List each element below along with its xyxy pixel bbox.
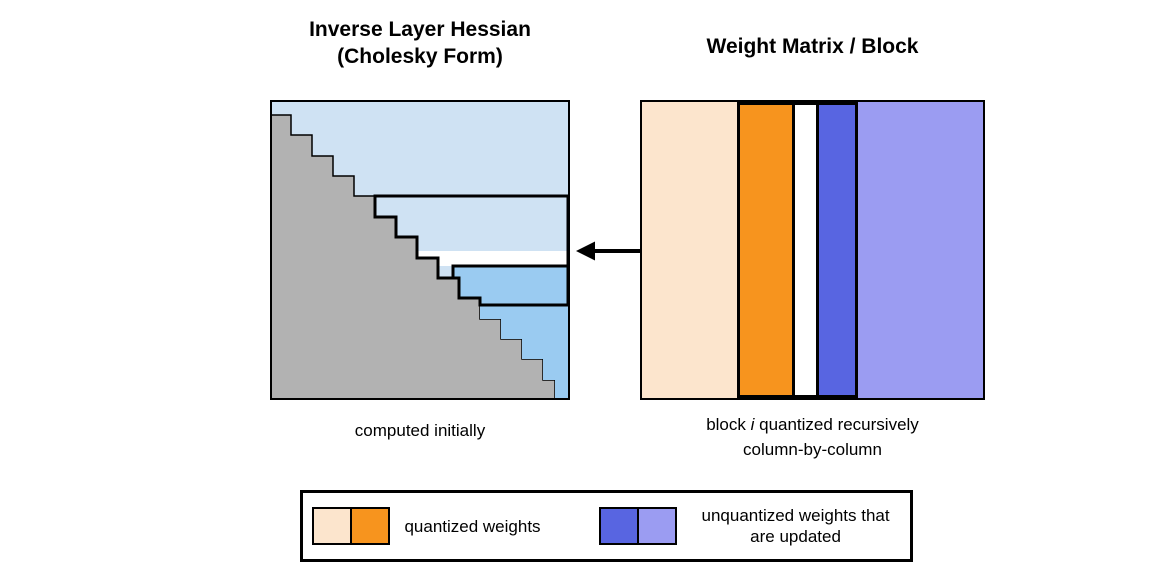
weight-matrix-diagram xyxy=(640,100,985,400)
weights-future-columns xyxy=(858,102,983,398)
swatch-quantized-peach xyxy=(312,507,353,545)
weight-matrix-caption: block i quantized recursively column-by-… xyxy=(615,412,1010,462)
hessian-current-row-strip xyxy=(417,251,568,266)
hessian-border xyxy=(270,100,570,400)
swatch-unquantized-blue xyxy=(598,507,639,545)
caption-suffix: quantized recursively xyxy=(754,415,919,434)
legend-label-quantized: quantized weights xyxy=(404,516,541,536)
caption-block-index: i xyxy=(750,415,755,434)
legend: quantized weights unquantized weights th… xyxy=(300,490,913,562)
current-block xyxy=(737,102,858,398)
block-unquantized-columns xyxy=(816,105,855,395)
caption-prefix: block xyxy=(706,415,751,434)
weights-already-quantized-columns xyxy=(642,102,737,398)
hessian-title-line1: Inverse Layer Hessian xyxy=(309,18,531,41)
weight-matrix-caption-line2: column-by-column xyxy=(743,440,882,459)
block-quantized-columns xyxy=(740,105,795,395)
inverse-hessian-diagram xyxy=(270,100,570,400)
legend-swatches-unquantized xyxy=(598,507,677,545)
legend-swatches-quantized xyxy=(312,507,391,545)
hessian-inner-block xyxy=(451,264,570,307)
weight-matrix-title: Weight Matrix / Block xyxy=(706,35,919,58)
hessian-title-line2: (Cholesky Form) xyxy=(337,45,503,68)
weight-matrix-caption-line1: block i quantized recursively xyxy=(615,412,1010,437)
legend-item-quantized: quantized weights xyxy=(312,507,541,545)
current-column xyxy=(795,105,816,395)
hessian-below-block-region xyxy=(480,305,568,400)
legend-item-unquantized: unquantized weights that are updated xyxy=(598,505,901,547)
hessian-caption: computed initially xyxy=(354,421,486,440)
swatch-quantized-orange xyxy=(350,507,391,545)
legend-label-unquantized: unquantized weights that are updated xyxy=(701,506,890,546)
swatch-unquantized-periwinkle xyxy=(636,507,677,545)
arrow-head-left xyxy=(576,241,595,261)
hessian-title: Inverse Layer Hessian (Cholesky Form) xyxy=(250,16,590,70)
